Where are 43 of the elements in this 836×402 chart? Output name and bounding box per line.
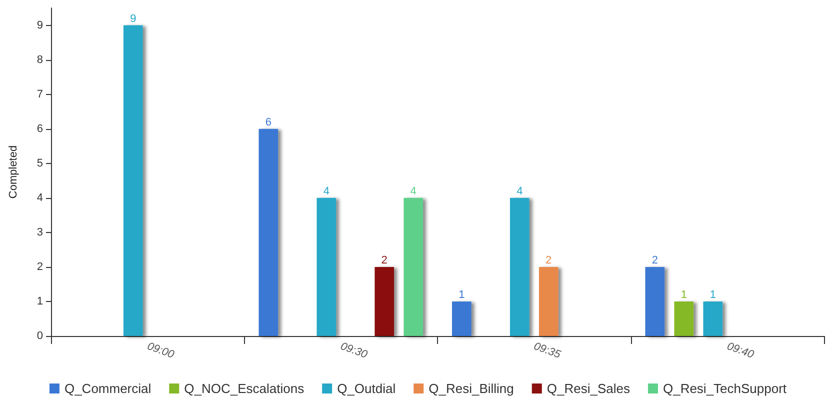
data-label: 4 <box>410 185 416 198</box>
x-tick-label: 09:00 <box>146 340 176 362</box>
data-label: 1 <box>680 288 687 301</box>
data-label: 4 <box>516 185 523 198</box>
y-axis-title: Completed <box>8 145 20 199</box>
legend-label: Q_Resi_TechSupport <box>662 381 787 396</box>
data-label: 6 <box>265 116 272 128</box>
y-tick-label: 5 <box>36 157 43 170</box>
x-tick-label: 09:30 <box>338 340 370 362</box>
legend-label: Q_Commercial <box>64 381 152 396</box>
bar <box>404 198 424 336</box>
y-tick-label: 2 <box>36 260 43 273</box>
data-label: 1 <box>458 288 465 301</box>
y-tick-label: 9 <box>36 19 43 32</box>
x-tick-label: 09:40 <box>725 340 756 362</box>
y-tick-label: 7 <box>36 88 43 100</box>
y-tick-label: 6 <box>36 122 43 135</box>
bar <box>123 25 143 336</box>
y-tick-label: 8 <box>36 54 43 66</box>
bar <box>538 266 558 336</box>
bar <box>258 128 278 336</box>
legend-label: Q_NOC_Escalations <box>184 381 305 396</box>
y-tick-label: 0 <box>36 330 43 342</box>
legend-label: Q_Resi_Billing <box>428 381 514 396</box>
bar <box>510 198 530 336</box>
data-label: 2 <box>546 254 552 266</box>
y-tick-label: 1 <box>36 295 43 308</box>
legend-label: Q_Outdial <box>337 381 396 396</box>
data-label: 2 <box>652 254 658 266</box>
data-label: 1 <box>710 288 716 301</box>
legend-label: Q_Resi_Sales <box>546 381 630 396</box>
bar <box>645 266 665 336</box>
bar <box>316 198 336 336</box>
data-label: 2 <box>381 254 388 266</box>
y-tick-label: 3 <box>36 226 43 238</box>
data-label: 9 <box>130 12 136 25</box>
y-tick-label: 4 <box>36 192 43 204</box>
x-tick-label: 09:35 <box>532 340 563 362</box>
bar <box>452 301 472 336</box>
data-label: 4 <box>323 185 330 198</box>
bar <box>374 266 394 336</box>
bar <box>674 301 694 336</box>
bar <box>703 301 723 336</box>
